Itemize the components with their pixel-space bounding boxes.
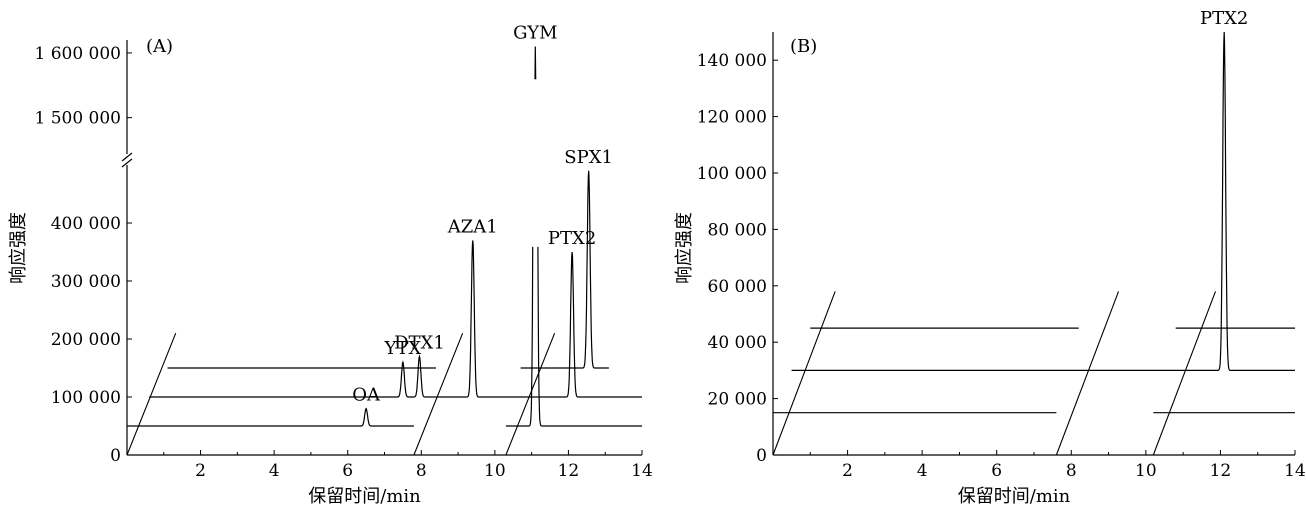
x-tick-label: 12 <box>1210 461 1232 481</box>
x-tick-label: 6 <box>991 461 1002 481</box>
peak-label: DTX1 <box>394 332 445 353</box>
panel-label: (B) <box>790 36 817 57</box>
offset-axis-break-left <box>1055 291 1120 456</box>
x-tick-label: 2 <box>842 461 853 481</box>
peak-label: PTX2 <box>1200 8 1248 29</box>
y-tick-label: 20 000 <box>708 390 767 410</box>
y-tick-label: 120 000 <box>697 108 767 128</box>
peak-label: YTX <box>384 338 422 359</box>
offset-axis-break-left <box>413 332 464 456</box>
y-tick-label: 60 000 <box>708 277 767 297</box>
panel-label: (A) <box>146 36 173 57</box>
panel-a: 2 4 6 8 10 12 14 0 100 000 200 000 300 000 400 000 1… <box>8 22 653 507</box>
trace-line <box>127 407 414 427</box>
x-axis-title: 保留时间/min <box>308 486 421 507</box>
y-tick-label: 0 <box>110 446 121 466</box>
x-tick-label: 8 <box>416 461 427 481</box>
x-tick-label: 4 <box>917 461 928 481</box>
y-tick-label: 140 000 <box>697 51 767 71</box>
peak-label: PTX2 <box>548 228 596 249</box>
x-tick-label: 2 <box>195 461 206 481</box>
x-tick-label: 4 <box>269 461 280 481</box>
peak-label: SPX1 <box>564 147 613 168</box>
y-axis-break-mark <box>121 152 133 162</box>
y-tick-label: 100 000 <box>697 164 767 184</box>
x-tick-label: 12 <box>558 461 580 481</box>
panel-b: 2 4 6 8 10 12 14 0 20 000 40 000 60 000 80 000 100 0… <box>674 8 1306 507</box>
trace-line <box>520 170 609 369</box>
x-tick-label: 8 <box>1066 461 1077 481</box>
offset-axis-break-right <box>1152 291 1216 456</box>
y-tick-label: 40 000 <box>708 333 767 353</box>
x-tick-label: 10 <box>484 461 506 481</box>
x-tick-label: 6 <box>342 461 353 481</box>
x-tick-label: 14 <box>631 461 653 481</box>
peak-label: OA <box>352 385 381 406</box>
y-tick-label: 200 000 <box>51 330 121 350</box>
trace-line <box>534 46 537 80</box>
y-tick-label: 100 000 <box>51 388 121 408</box>
y-axis-title: 响应强度 <box>674 212 695 284</box>
y-tick-label: 80 000 <box>708 220 767 240</box>
y-tick-label: 400 000 <box>51 214 121 234</box>
offset-axis-break-right <box>505 332 556 456</box>
y-tick-label: 1 600 000 <box>34 44 121 64</box>
x-tick-label: 14 <box>1284 461 1306 481</box>
offset-axis-left <box>126 332 177 456</box>
y-tick-label: 0 <box>756 446 767 466</box>
x-tick-label: 10 <box>1135 461 1157 481</box>
trace-line <box>791 31 1295 371</box>
y-axis-break-mark <box>121 158 133 168</box>
x-axis-title: 保留时间/min <box>958 486 1071 507</box>
peak-label: GYM <box>513 22 557 43</box>
trace-line <box>537 246 642 427</box>
y-tick-label: 300 000 <box>51 272 121 292</box>
trace-line <box>149 240 642 398</box>
offset-axis-left <box>772 291 836 456</box>
trace-line <box>505 246 534 427</box>
peak-label: AZA1 <box>447 216 498 237</box>
y-axis-title: 响应强度 <box>8 212 29 284</box>
y-tick-label: 1 500 000 <box>34 109 121 129</box>
